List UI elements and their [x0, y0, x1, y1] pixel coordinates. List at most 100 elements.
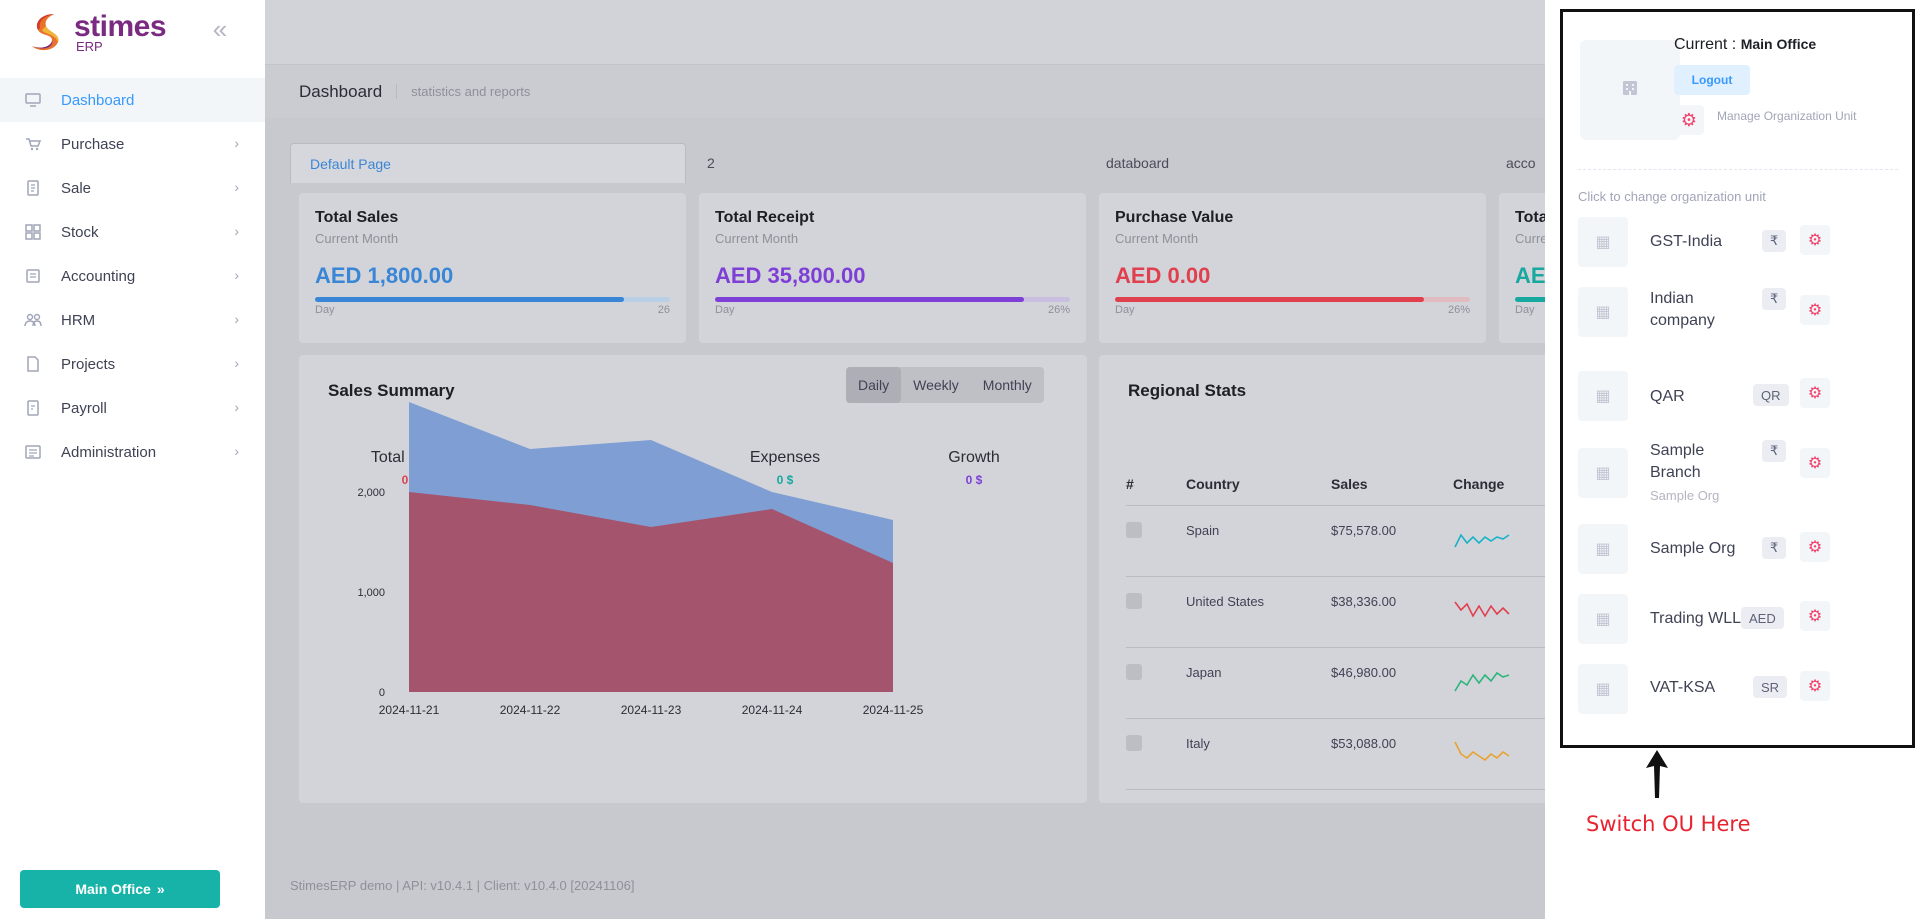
x-tick-label: 2024-11-21 [379, 703, 440, 717]
sidebar-item-label: Stock [61, 223, 99, 241]
org-unit-panel: Current : Main Office Logout ⚙ Manage Or… [1545, 0, 1920, 919]
col-sales: Sales [1331, 463, 1453, 506]
sidebar-item-label: Projects [61, 355, 116, 373]
sidebar-item-sale[interactable]: Sale › [0, 166, 265, 210]
gear-icon: ⚙ [1807, 232, 1823, 249]
ou-name[interactable]: Sample Org [1650, 540, 1736, 557]
stat-progress [315, 297, 670, 302]
sidebar-item-projects[interactable]: Projects › [0, 342, 265, 386]
sidebar-item-hrm[interactable]: HRM › [0, 298, 265, 342]
manage-org-unit-link[interactable]: Manage Organization Unit [1717, 109, 1857, 123]
row-checkbox[interactable] [1126, 592, 1142, 609]
logout-button[interactable]: Logout [1674, 65, 1750, 95]
receipt-icon [24, 180, 42, 196]
sidebar-item-dashboard[interactable]: Dashboard [0, 78, 265, 122]
ou-name[interactable]: Indian company [1650, 290, 1715, 329]
period-weekly-button[interactable]: Weekly [913, 377, 959, 393]
ou-settings-button[interactable]: ⚙ [1800, 225, 1830, 255]
y-tick-label: 1,000 [357, 587, 385, 599]
sidebar-menu: Dashboard Purchase › Sale › Stock › Acco… [0, 78, 265, 474]
stat-percent: 26% [1447, 304, 1470, 316]
stat-subtitle: Current Month [715, 231, 799, 246]
sidebar-item-purchase[interactable]: Purchase › [0, 122, 265, 166]
ou-name[interactable]: Sample Branch [1650, 442, 1705, 481]
ou-settings-button[interactable]: ⚙ [1800, 295, 1830, 325]
manage-org-unit-button[interactable]: ⚙ [1674, 105, 1704, 135]
table-row: Japan $46,980.00 [1126, 647, 1573, 719]
kpi-expenses: Expenses 0 $ [720, 449, 850, 487]
stat-value: AED 35,800.00 [715, 263, 866, 288]
regional-stats-card: Regional Stats # Country Sales Change Sp… [1099, 355, 1920, 803]
ou-avatar[interactable]: ▦ [1578, 217, 1628, 267]
ou-avatar[interactable]: ▦ [1578, 594, 1628, 644]
ou-avatar[interactable]: ▦ [1578, 287, 1628, 337]
regional-table: # Country Sales Change Spain $75,578.00 … [1126, 463, 1573, 790]
sales-area-chart: 0 1,000 2,000 2024-11-21 2024-11-22 2024-11-2… [357, 402, 924, 717]
ou-settings-button[interactable]: ⚙ [1800, 601, 1830, 631]
ou-avatar[interactable]: ▦ [1578, 448, 1628, 498]
ou-settings-button[interactable]: ⚙ [1800, 671, 1830, 701]
kpi-label: Expenses [749, 449, 821, 466]
ou-settings-button[interactable]: ⚙ [1800, 532, 1830, 562]
sidebar-item-payroll[interactable]: Payroll › [0, 386, 265, 430]
stat-progress-fill [1115, 297, 1424, 302]
ou-name[interactable]: VAT-KSA [1650, 679, 1716, 696]
ou-name[interactable]: GST-India [1650, 233, 1723, 250]
row-checkbox[interactable] [1126, 521, 1142, 538]
app-logo[interactable]: stimes ERP [24, 10, 167, 54]
tab-default-page[interactable]: Default Page [290, 143, 686, 183]
col-country: Country [1186, 463, 1331, 506]
main-office-button[interactable]: Main Office » [20, 870, 220, 908]
chevron-right-icon: › [234, 443, 239, 459]
tab-2[interactable]: 2 [707, 155, 715, 171]
document-icon [24, 356, 42, 372]
col-index: # [1126, 463, 1186, 506]
building-icon: ▦ [1595, 681, 1611, 698]
building-icon [1621, 79, 1639, 102]
stat-subtitle: Curre [1515, 231, 1548, 246]
ou-avatar[interactable]: ▦ [1578, 371, 1628, 421]
period-monthly-button[interactable]: Monthly [982, 377, 1032, 393]
ou-settings-button[interactable]: ⚙ [1800, 378, 1830, 408]
gear-icon: ⚙ [1680, 110, 1698, 130]
sidebar-item-stock[interactable]: Stock › [0, 210, 265, 254]
double-chevron-left-icon: « [212, 14, 228, 44]
sidebar-item-label: Administration [61, 443, 157, 461]
stat-title: Total Receipt [715, 209, 815, 226]
row-sales: $38,336.00 [1331, 576, 1453, 648]
ou-avatar[interactable]: ▦ [1578, 664, 1628, 714]
cart-icon [24, 136, 42, 152]
stat-title: Tota [1515, 209, 1548, 226]
ledger-icon [24, 268, 42, 284]
ou-settings-button[interactable]: ⚙ [1800, 448, 1830, 478]
sidebar-item-accounting[interactable]: Accounting › [0, 254, 265, 298]
collapse-sidebar-button[interactable]: « [208, 16, 232, 42]
gear-icon: ⚙ [1807, 302, 1823, 319]
sidebar-item-label: Payroll [61, 399, 107, 417]
page-subtitle: statistics and reports [396, 84, 530, 99]
stat-subtitle: Current Month [1115, 231, 1199, 246]
ou-currency-badge: ₹ [1762, 288, 1787, 310]
row-checkbox[interactable] [1126, 734, 1142, 751]
ou-name[interactable]: QAR [1650, 388, 1685, 405]
stat-value: AE [1515, 263, 1546, 288]
ou-name[interactable]: Trading WLL [1650, 610, 1741, 627]
x-tick-label: 2024-11-23 [621, 703, 682, 717]
logo-sub: ERP [76, 38, 103, 54]
x-tick-label: 2024-11-22 [500, 703, 561, 717]
period-daily-button[interactable]: Daily [846, 367, 902, 403]
tab-acco[interactable]: acco [1506, 155, 1536, 171]
ou-avatar[interactable]: ▦ [1578, 524, 1628, 574]
ou-currency-badge: QR [1753, 384, 1789, 406]
sidebar-item-administration[interactable]: Administration › [0, 430, 265, 474]
row-sales: $46,980.00 [1331, 647, 1453, 719]
admin-icon [24, 444, 42, 460]
chevron-right-icon: › [234, 179, 239, 195]
table-row: Spain $75,578.00 [1126, 505, 1573, 577]
current-ou-label: Current : [1674, 36, 1737, 53]
ou-parent: Sample Org [1650, 488, 1720, 503]
row-checkbox[interactable] [1126, 663, 1142, 680]
kpi-value: 0 $ [965, 473, 983, 487]
tab-databoard[interactable]: databoard [1106, 155, 1170, 171]
stat-card-purchase-value: Purchase Value Current Month AED 0.00 Da… [1099, 193, 1486, 343]
